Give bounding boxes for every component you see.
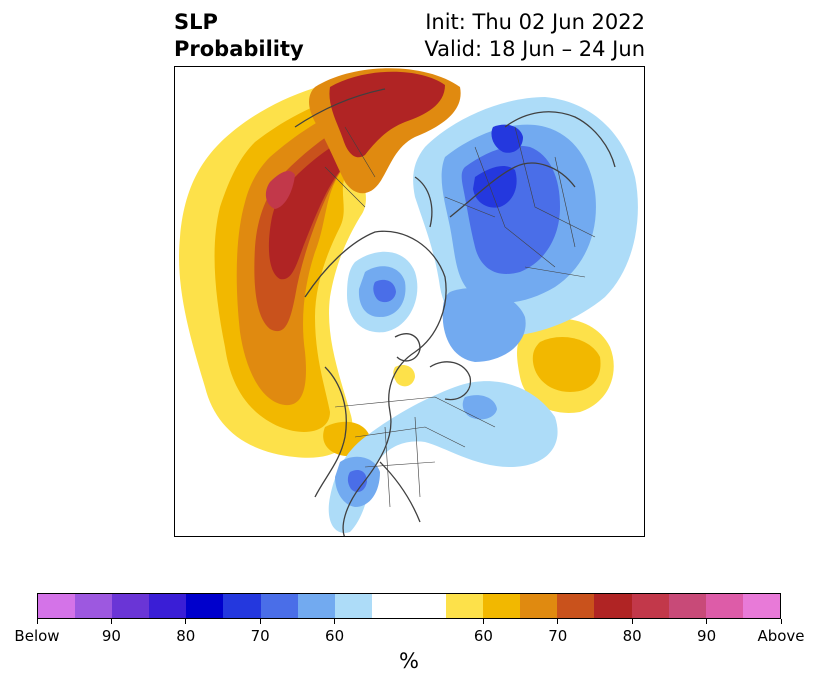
colorbar-tick [631,619,633,624]
colorbar-segment-3 [149,594,187,618]
map-canvas [179,68,638,536]
colorbar-tick [185,619,187,624]
colorbar-tick-label: Above [757,627,805,645]
colorbar-tick-label: 60 [473,627,493,645]
colorbar-segment-1 [75,594,113,618]
colorbar-segment-13 [520,594,558,618]
colorbar-segment-14 [557,594,595,618]
colorbar-segment-0 [38,594,76,618]
colorbar-tick [706,619,708,624]
colorbar-segment-18 [705,594,743,618]
colorbar-segment-16 [631,594,669,618]
scandinavia-russia-below [413,97,638,337]
colorbar-segment-17 [668,594,706,618]
hudson-bay-below [347,251,418,333]
colorbar-tick-label: 70 [250,627,270,645]
colorbar-tick-label: 90 [101,627,121,645]
init-date: Init: Thu 02 Jun 2022 [425,10,645,34]
colorbar-tick-label: 90 [697,627,717,645]
colorbar-segment-5 [223,594,261,618]
probability-map [174,66,645,537]
colorbar-tick [557,619,559,624]
colorbar-tick [110,619,112,624]
east-pacific-above [517,318,614,413]
colorbar [37,593,781,619]
colorbar-tick [780,619,782,624]
colorbar-tick [36,619,38,624]
colorbar-tick [482,619,484,624]
colorbar-segment-12 [483,594,521,618]
colorbar-segment-15 [594,594,632,618]
valid-range: Valid: 18 Jun – 24 Jun [424,37,645,61]
colorbar-segment-19 [742,594,780,618]
central-us-below [328,381,558,533]
colorbar-tick-label: 70 [548,627,568,645]
colorbar-segment-7 [297,594,335,618]
colorbar-segment-9 [371,594,409,618]
north-pacific-above [179,74,446,458]
colorbar-tick-label: 80 [622,627,642,645]
colorbar-unit: % [399,649,419,673]
colorbar-segment-6 [260,594,298,618]
colorbar-segment-10 [408,594,447,618]
borders [324,126,596,508]
map-title: SLP Probability [174,9,304,63]
colorbar-tick-label: 60 [325,627,345,645]
colorbar-segment-4 [186,594,224,618]
colorbar-segment-2 [112,594,150,618]
colorbar-tick-label: 80 [176,627,196,645]
title-variable: SLP [174,10,218,34]
colorbar-tick [259,619,261,624]
colorbar-segment-11 [446,594,484,618]
colorbar-tick-label: Below [14,627,60,645]
title-quantity: Probability [174,37,304,61]
colorbar-segment-8 [334,594,372,618]
map-dates: Init: Thu 02 Jun 2022 Valid: 18 Jun – 24… [399,9,645,63]
colorbar-tick [334,619,336,624]
arctic-below [442,288,526,362]
